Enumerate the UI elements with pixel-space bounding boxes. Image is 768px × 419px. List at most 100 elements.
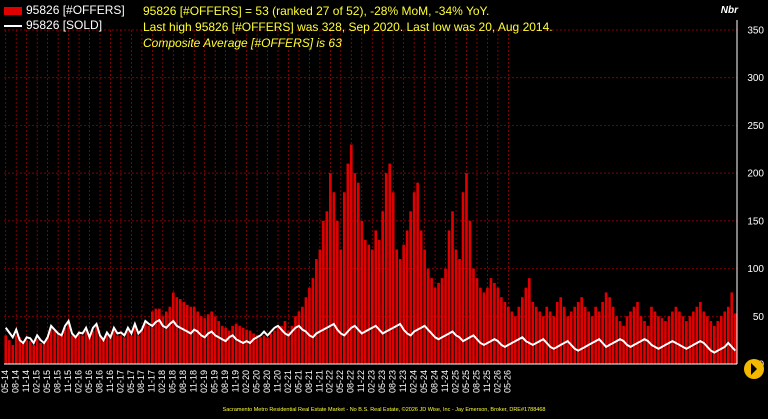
bar-offers xyxy=(416,182,419,364)
bar-offers xyxy=(81,335,84,364)
bar-offers xyxy=(531,301,535,364)
bar-offers xyxy=(178,299,182,364)
bar-offers xyxy=(643,321,646,364)
bar-offers xyxy=(629,311,632,364)
x-tick-label: 02-20 xyxy=(241,370,251,393)
bar-offers xyxy=(562,306,566,364)
bar-offers xyxy=(503,301,507,364)
bar-offers xyxy=(555,301,559,364)
bar-offers xyxy=(454,249,458,364)
bar-offers xyxy=(733,313,737,364)
x-tick-label: 11-15 xyxy=(63,370,73,392)
bar-offers xyxy=(332,192,336,364)
bar-offers xyxy=(430,278,433,364)
brand-logo-icon xyxy=(744,359,764,379)
x-tick-label: 02-25 xyxy=(450,370,460,393)
info-line-2: Last high 95826 [#OFFERS] was 328, Sep 2… xyxy=(143,20,553,34)
bar-offers xyxy=(636,301,639,364)
bar-offers xyxy=(489,278,493,364)
bar-offers xyxy=(349,144,353,364)
bar-offers xyxy=(252,333,255,364)
bar-offers xyxy=(231,325,234,364)
bar-offers xyxy=(688,316,692,364)
bar-offers xyxy=(552,316,556,364)
legend-label-offers: 95826 [#OFFERS] xyxy=(26,3,125,17)
bar-offers xyxy=(203,318,207,364)
bar-offers xyxy=(363,239,367,364)
bar-offers xyxy=(322,220,325,364)
bar-offers xyxy=(53,330,56,364)
bar-offers xyxy=(70,335,74,364)
bar-offers xyxy=(601,301,604,364)
bar-offers xyxy=(650,306,653,364)
bar-offers xyxy=(730,292,734,364)
bar-offers xyxy=(7,340,11,364)
bar-offers xyxy=(653,311,657,364)
x-tick-label: 05-15 xyxy=(42,370,52,393)
bar-offers xyxy=(273,330,276,364)
bar-offers xyxy=(388,163,392,364)
bar-offers xyxy=(472,268,475,364)
x-tick-label: 11-24 xyxy=(440,370,450,392)
bar-offers xyxy=(227,330,231,364)
bar-offers xyxy=(238,325,241,364)
legend-item-offers[interactable]: 95826 [#OFFERS] xyxy=(4,3,125,18)
bar-offers xyxy=(360,220,364,364)
bar-offers xyxy=(130,335,133,364)
x-tick-label: 08-25 xyxy=(471,370,481,393)
bar-offers xyxy=(702,311,706,364)
bar-offers xyxy=(269,333,273,364)
bar-offers xyxy=(671,311,674,364)
bar-offers xyxy=(356,182,360,364)
bar-offers xyxy=(112,330,116,364)
bar-offers xyxy=(433,287,437,364)
bar-offers xyxy=(116,335,119,364)
bar-offers xyxy=(283,321,287,364)
bar-offers xyxy=(622,325,625,364)
x-tick-label: 08-20 xyxy=(262,370,272,393)
bar-offers xyxy=(109,337,112,364)
bar-offers xyxy=(398,259,402,364)
bar-offers xyxy=(91,330,95,364)
legend-item-sold[interactable]: 95826 [SOLD] xyxy=(4,18,125,33)
x-tick-label: 02-17 xyxy=(115,370,125,393)
x-tick-label: 11-14 xyxy=(21,370,31,392)
bar-offers xyxy=(133,325,137,364)
x-tick-label: 11-16 xyxy=(105,370,115,392)
bar-offers xyxy=(297,311,301,364)
bar-offers xyxy=(154,308,158,364)
y-tick-label: 50 xyxy=(753,312,765,323)
bar-offers xyxy=(234,323,238,364)
x-tick-label: 02-15 xyxy=(32,370,42,393)
legend: 95826 [#OFFERS] 95826 [SOLD] xyxy=(4,3,125,33)
x-tick-label: 05-22 xyxy=(335,370,345,393)
bar-offers xyxy=(98,335,102,364)
x-tick-label: 08-22 xyxy=(346,370,356,393)
x-tick-label: 08-24 xyxy=(429,370,439,393)
bar-offers xyxy=(56,333,60,364)
bar-offers xyxy=(482,292,486,364)
bar-offers xyxy=(646,325,650,364)
bar-offers xyxy=(308,287,311,364)
x-tick-label: 02-26 xyxy=(492,370,502,393)
bar-offers xyxy=(423,249,426,364)
x-tick-label: 05-26 xyxy=(503,370,513,393)
bar-offers xyxy=(538,311,542,364)
bar-offers xyxy=(664,321,667,364)
bar-offers xyxy=(608,297,611,364)
bar-offers xyxy=(280,325,283,364)
bar-offers xyxy=(590,316,594,364)
bar-offers xyxy=(405,230,409,364)
bar-offers xyxy=(692,311,695,364)
bar-offers xyxy=(573,306,577,364)
bar-offers xyxy=(182,301,186,364)
bar-offers xyxy=(123,337,126,364)
bar-offers xyxy=(681,316,685,364)
bar-offers xyxy=(25,340,29,364)
y-tick-label: 350 xyxy=(747,26,764,37)
bar-offers xyxy=(726,306,730,364)
bar-offers xyxy=(426,268,430,364)
bar-offers xyxy=(206,314,210,364)
bar-offers xyxy=(245,329,248,364)
